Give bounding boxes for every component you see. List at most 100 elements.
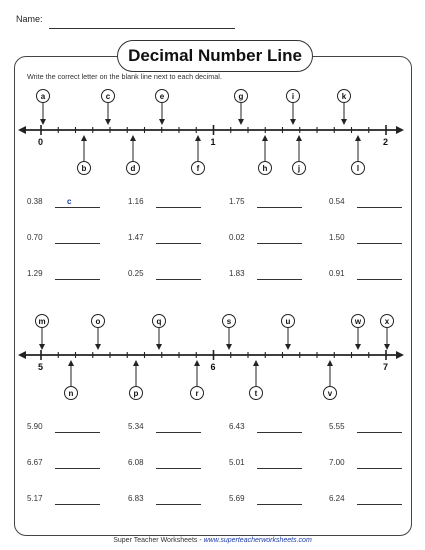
marker-circle	[351, 314, 365, 328]
marker-arrowhead	[226, 344, 232, 350]
answer-blank[interactable]	[257, 432, 302, 433]
decimal-value: 5.90	[27, 422, 43, 431]
answer-blank[interactable]	[357, 432, 402, 433]
answer-blank[interactable]	[156, 432, 201, 433]
marker-arrowhead	[39, 344, 45, 350]
marker-letter: h	[263, 164, 268, 173]
decimal-value: 5.17	[27, 494, 43, 503]
name-label: Name:	[16, 14, 43, 24]
marker-letter: p	[134, 389, 139, 398]
marker-arrowhead	[296, 135, 302, 141]
marker-letter: o	[96, 317, 101, 326]
decimal-value: 5.34	[128, 422, 144, 431]
decimal-value: 0.54	[329, 197, 345, 206]
marker-circle	[129, 386, 143, 400]
marker-circle	[155, 89, 169, 103]
decimal-question: 1.50	[329, 233, 402, 244]
marker-arrowhead	[105, 119, 111, 125]
decimal-value: 0.38	[27, 197, 43, 206]
answer-blank[interactable]	[156, 207, 201, 208]
decimal-value: 5.55	[329, 422, 345, 431]
decimal-question: 7.00	[329, 458, 402, 469]
answer-blank[interactable]	[357, 243, 402, 244]
answer-blank[interactable]	[357, 279, 402, 280]
marker-arrowhead	[40, 119, 46, 125]
marker-circle	[101, 89, 115, 103]
marker-letter: k	[342, 92, 347, 101]
marker-circle	[190, 386, 204, 400]
marker-circle	[36, 89, 50, 103]
marker-letter: x	[385, 317, 390, 326]
marker-arrowhead	[68, 360, 74, 366]
marker-arrowhead	[81, 135, 87, 141]
decimal-value: 1.50	[329, 233, 345, 242]
name-blank-line[interactable]	[49, 28, 235, 29]
decimal-value: 0.91	[329, 269, 345, 278]
marker-circle	[249, 386, 263, 400]
marker-letter: i	[292, 92, 294, 101]
decimal-question: 1.75	[229, 197, 302, 208]
number-line-1: 0 1 2 a c e g i k b d f h j l	[18, 89, 404, 175]
decimal-value: 1.75	[229, 197, 245, 206]
marker-arrowhead	[341, 119, 347, 125]
marker-circle	[64, 386, 78, 400]
answer-blank[interactable]	[257, 504, 302, 505]
answer-blank[interactable]	[257, 468, 302, 469]
marker-letter: q	[157, 317, 162, 326]
answer-blank[interactable]	[156, 279, 201, 280]
axis-arrow-right	[396, 351, 404, 359]
decimal-question: 5.69	[229, 494, 302, 505]
answer-blank[interactable]	[357, 468, 402, 469]
decimal-question: 5.01	[229, 458, 302, 469]
marker-letter: a	[41, 92, 46, 101]
answer-blank[interactable]	[55, 279, 100, 280]
marker-letter: r	[195, 389, 198, 398]
answer-blank[interactable]	[55, 468, 100, 469]
marker-circle	[222, 314, 236, 328]
marker-letter: m	[38, 317, 45, 326]
answer-blank[interactable]	[156, 504, 201, 505]
marker-letter: v	[328, 389, 333, 398]
axis-arrow-left	[18, 126, 26, 134]
marker-arrowhead	[156, 344, 162, 350]
answer-blank[interactable]	[156, 468, 201, 469]
footer-text: Super Teacher Worksheets -	[113, 537, 204, 544]
decimal-value: 1.47	[128, 233, 144, 242]
answer-blank[interactable]	[257, 279, 302, 280]
axis-label: 0	[38, 137, 43, 147]
footer-url[interactable]: www.superteacherworksheets.com	[203, 537, 312, 544]
decimal-value: 5.01	[229, 458, 245, 467]
marker-arrowhead	[195, 135, 201, 141]
marker-circle	[91, 314, 105, 328]
answer-blank[interactable]	[257, 207, 302, 208]
marker-arrowhead	[384, 344, 390, 350]
answer-blank[interactable]	[357, 207, 402, 208]
footer: Super Teacher Worksheets - www.superteac…	[0, 537, 425, 544]
answer-blank[interactable]	[55, 243, 100, 244]
worksheet-title: Decimal Number Line	[117, 40, 313, 72]
answer-blank[interactable]	[156, 243, 201, 244]
decimal-question: 1.29	[27, 269, 100, 280]
marker-letter: f	[197, 164, 200, 173]
number-line-2: 5 6 7 m o q s u w x n p r t v	[18, 314, 404, 400]
decimal-value: 6.43	[229, 422, 245, 431]
marker-arrowhead	[130, 135, 136, 141]
decimal-question: 5.34	[128, 422, 201, 433]
answer-blank[interactable]	[55, 504, 100, 505]
marker-arrowhead	[253, 360, 259, 366]
marker-circle	[126, 161, 140, 175]
answer-blank[interactable]	[357, 504, 402, 505]
marker-circle	[380, 314, 394, 328]
axis-label: 1	[211, 137, 216, 147]
decimal-value: 0.70	[27, 233, 43, 242]
decimal-value: 6.83	[128, 494, 144, 503]
answer-blank[interactable]	[257, 243, 302, 244]
marker-arrowhead	[238, 119, 244, 125]
marker-circle	[152, 314, 166, 328]
answer-blank[interactable]	[55, 207, 100, 208]
marker-circle	[292, 161, 306, 175]
decimal-value: 5.69	[229, 494, 245, 503]
decimal-value: 7.00	[329, 458, 345, 467]
answer-blank[interactable]	[55, 432, 100, 433]
marker-arrowhead	[290, 119, 296, 125]
